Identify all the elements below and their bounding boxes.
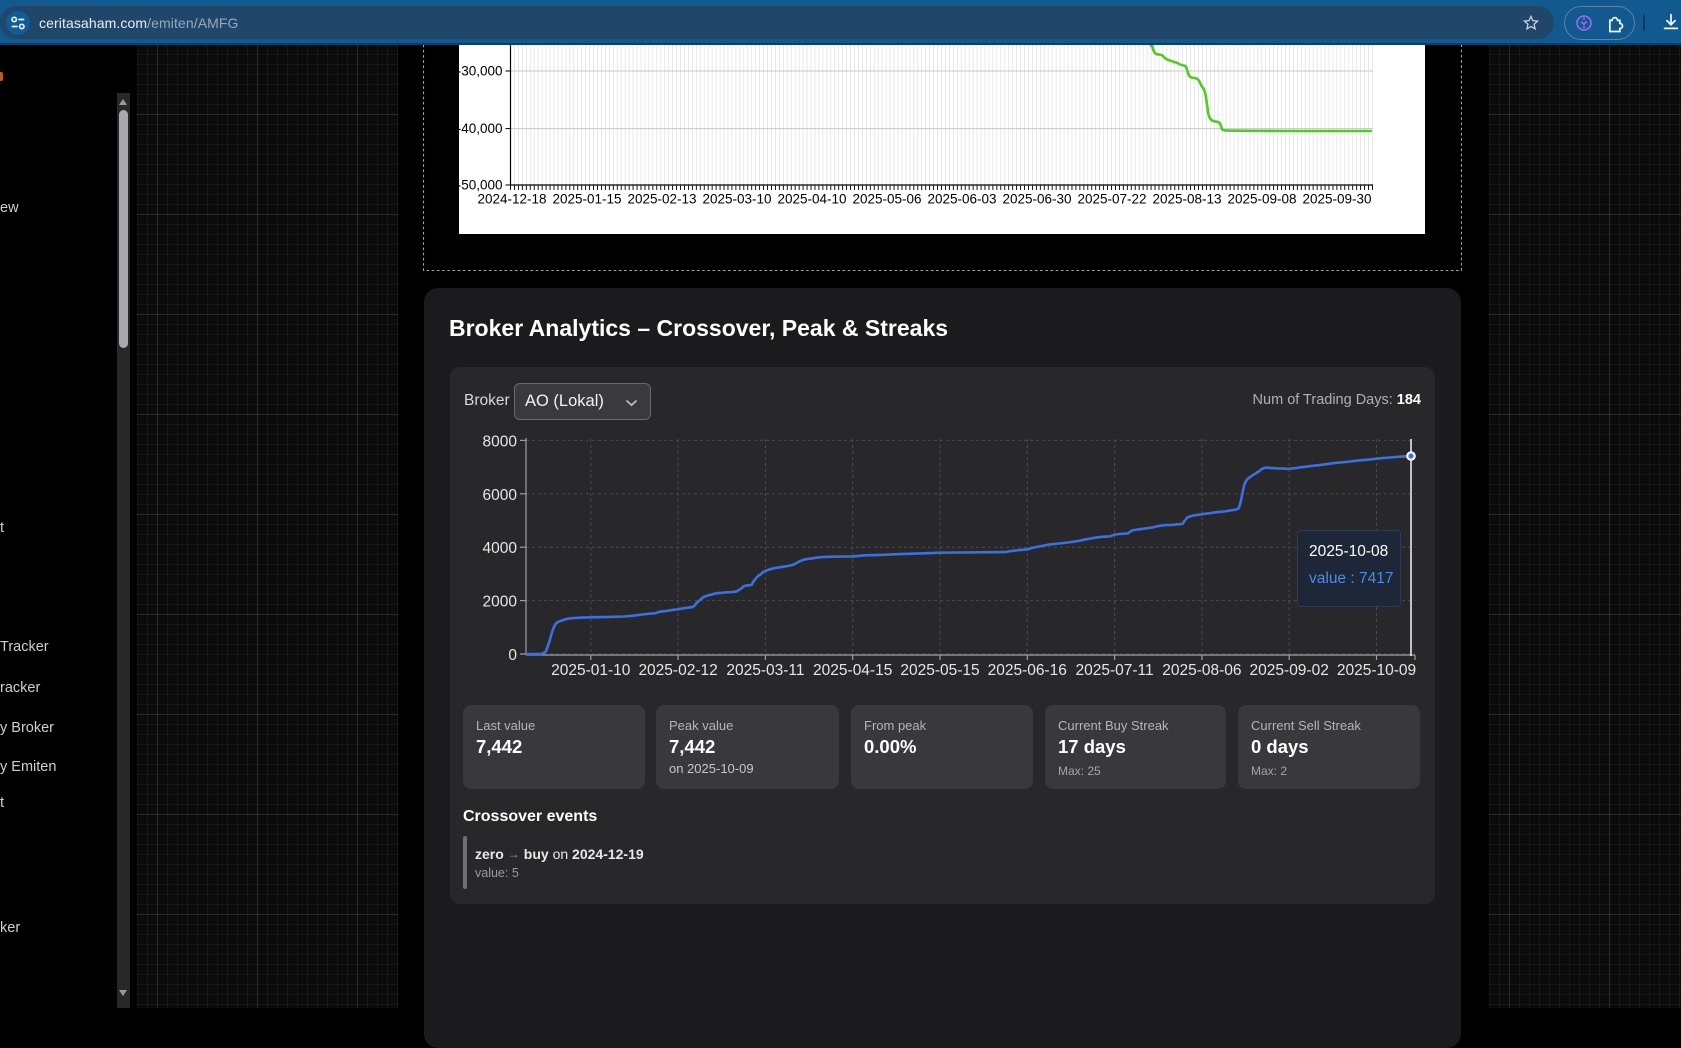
svg-text:2024-12-18: 2024-12-18 [477, 192, 546, 207]
svg-text:0: 0 [508, 647, 517, 664]
svg-text:8000: 8000 [483, 433, 518, 450]
svg-text:2025-08-13: 2025-08-13 [1152, 192, 1221, 207]
svg-text:-30,000: -30,000 [459, 64, 503, 79]
svg-text:2025-08-06: 2025-08-06 [1162, 662, 1241, 679]
svg-text:2025-06-16: 2025-06-16 [988, 662, 1067, 679]
svg-text:2025-03-10: 2025-03-10 [702, 192, 771, 207]
svg-text:6000: 6000 [483, 487, 518, 504]
svg-text:2000: 2000 [483, 594, 518, 611]
svg-text:2025-02-13: 2025-02-13 [627, 192, 696, 207]
svg-text:2025-01-10: 2025-01-10 [551, 662, 631, 679]
svg-text:2025-01-15: 2025-01-15 [552, 192, 621, 207]
svg-text:2025-09-02: 2025-09-02 [1250, 662, 1329, 679]
svg-text:2025-09-30: 2025-09-30 [1302, 192, 1371, 207]
svg-text:2025-05-15: 2025-05-15 [900, 662, 979, 679]
svg-text:2025-10-09: 2025-10-09 [1337, 662, 1416, 679]
svg-text:2025-02-12: 2025-02-12 [638, 662, 717, 679]
svg-text:2025-06-03: 2025-06-03 [927, 192, 996, 207]
svg-text:2025-03-11: 2025-03-11 [726, 662, 804, 679]
svg-text:2025-04-15: 2025-04-15 [813, 662, 892, 679]
svg-text:2025-04-10: 2025-04-10 [777, 192, 846, 207]
svg-text:2025-07-22: 2025-07-22 [1077, 192, 1146, 207]
svg-text:2025-06-30: 2025-06-30 [1002, 192, 1071, 207]
svg-text:2025-09-08: 2025-09-08 [1227, 192, 1296, 207]
svg-text:-40,000: -40,000 [459, 121, 503, 136]
svg-text:2025-07-11: 2025-07-11 [1076, 662, 1154, 679]
svg-text:4000: 4000 [483, 540, 518, 557]
svg-text:-50,000: -50,000 [459, 178, 503, 193]
svg-text:2025-05-06: 2025-05-06 [852, 192, 921, 207]
